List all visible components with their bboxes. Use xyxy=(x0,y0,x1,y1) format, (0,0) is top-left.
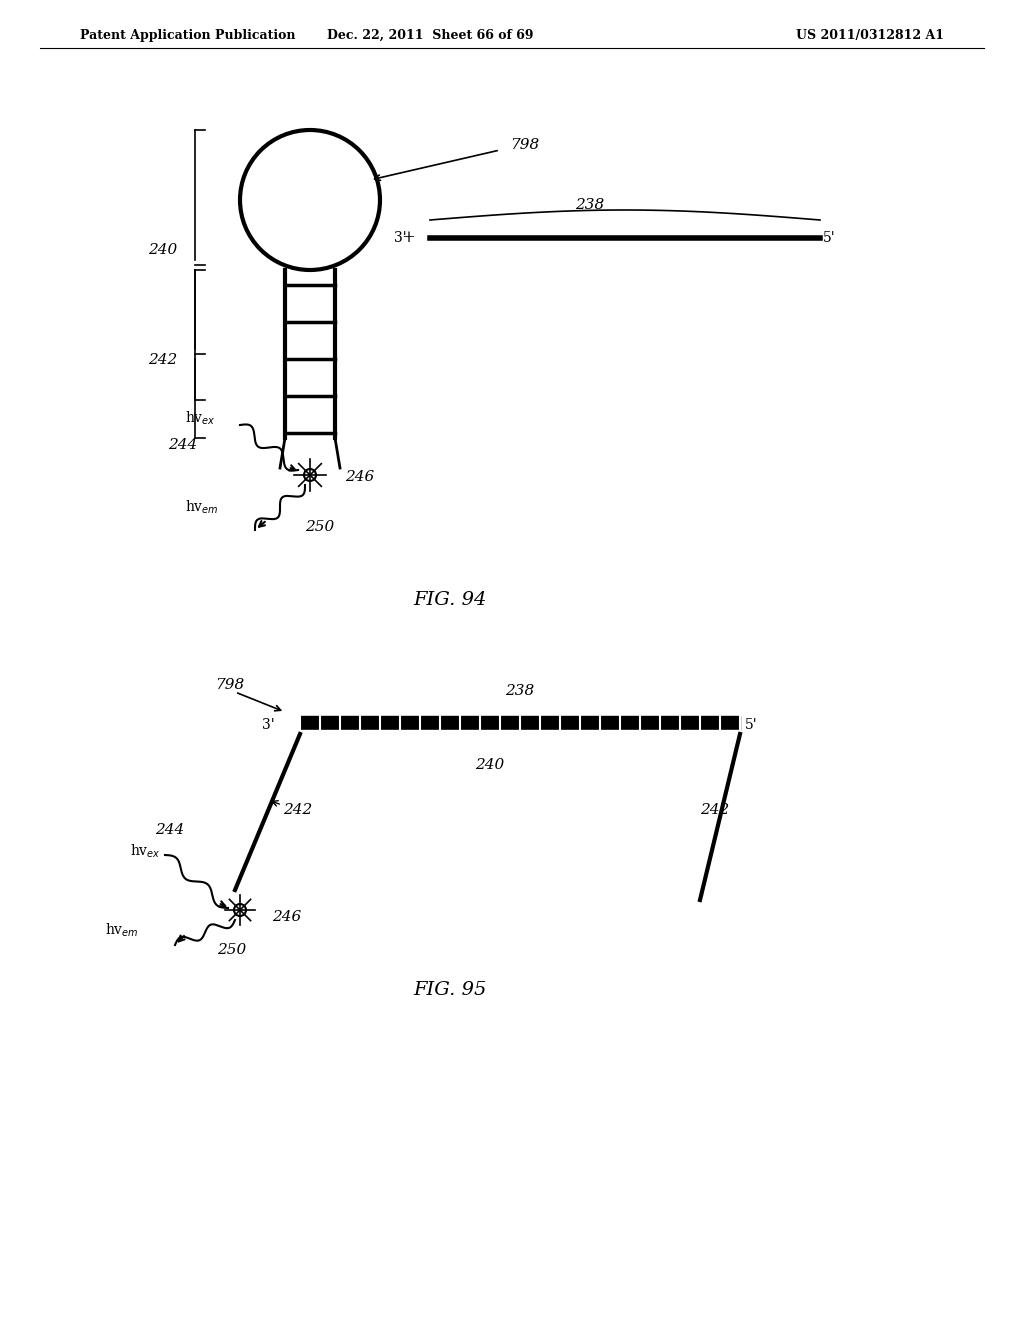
Text: 250: 250 xyxy=(305,520,334,535)
Text: hv$_{ex}$: hv$_{ex}$ xyxy=(185,411,216,428)
Text: 3': 3' xyxy=(394,231,407,246)
Text: FIG. 95: FIG. 95 xyxy=(414,981,486,999)
Text: 244: 244 xyxy=(155,822,184,837)
Text: 250: 250 xyxy=(217,942,246,957)
Text: 5': 5' xyxy=(745,718,758,733)
Text: 238: 238 xyxy=(575,198,604,213)
Text: FIG. 94: FIG. 94 xyxy=(414,591,486,609)
Text: hv$_{em}$: hv$_{em}$ xyxy=(105,921,138,940)
Text: 242: 242 xyxy=(283,803,312,817)
Text: hv$_{em}$: hv$_{em}$ xyxy=(185,499,219,516)
Text: 240: 240 xyxy=(475,758,505,772)
Text: 242: 242 xyxy=(148,352,177,367)
Text: 3': 3' xyxy=(262,718,275,733)
Text: 5': 5' xyxy=(823,231,836,246)
Text: 240: 240 xyxy=(148,243,177,257)
Text: hv$_{ex}$: hv$_{ex}$ xyxy=(130,843,161,861)
Text: 238: 238 xyxy=(506,684,535,698)
Text: 244: 244 xyxy=(168,438,198,451)
Text: 798: 798 xyxy=(510,139,540,152)
Text: +: + xyxy=(401,230,415,247)
Text: Dec. 22, 2011  Sheet 66 of 69: Dec. 22, 2011 Sheet 66 of 69 xyxy=(327,29,534,41)
Text: 246: 246 xyxy=(345,470,374,484)
Text: Patent Application Publication: Patent Application Publication xyxy=(80,29,296,41)
Text: 798: 798 xyxy=(215,678,245,692)
Text: US 2011/0312812 A1: US 2011/0312812 A1 xyxy=(796,29,944,41)
Text: 242: 242 xyxy=(700,803,729,817)
Text: 246: 246 xyxy=(272,909,301,924)
